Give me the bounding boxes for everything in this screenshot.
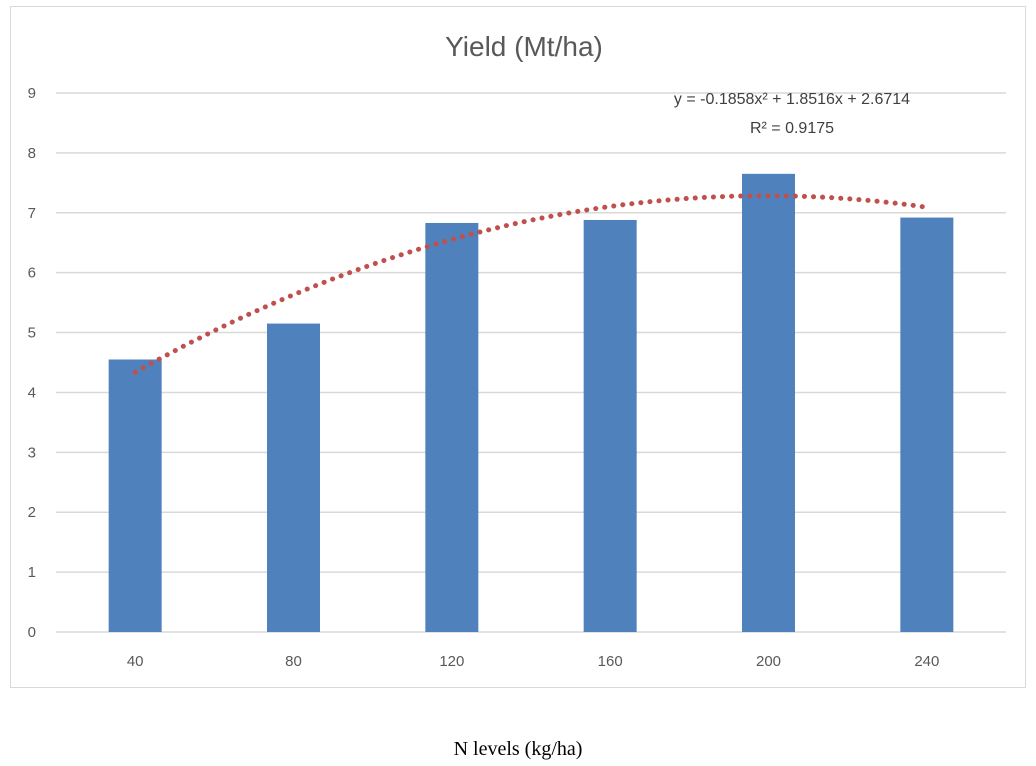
y-tick-label: 6 [28,265,36,282]
x-tick-label: 80 [285,653,302,670]
bar [742,173,795,632]
y-tick-label: 1 [28,564,36,581]
trendline-r2: R² = 0.9175 [750,120,834,137]
bar [108,359,162,632]
bar [583,219,637,632]
y-tick-label: 3 [28,444,36,461]
x-tick-label: 120 [439,653,464,670]
trendline-equation: y = -0.1858x² + 1.8516x + 2.6714 [674,91,910,108]
y-tick-label: 9 [28,85,36,102]
y-tick-label: 2 [28,504,36,521]
y-tick-label: 7 [28,205,36,222]
y-tick-label: 8 [28,145,36,162]
y-tick-label: 5 [28,325,36,342]
y-tick-label: 0 [28,624,36,641]
x-tick-label: 160 [598,653,623,670]
grid-layer [56,92,1006,633]
chart-svg: 0 1 2 3 4 5 6 7 8 9 40 80 120 160 200 240 Yield (Mt/ha)… [28,31,1006,670]
bar [425,222,479,632]
bar [267,323,320,632]
bar [900,217,954,632]
y-tick-label: 4 [28,384,36,401]
trend-layer [132,193,930,375]
labels-layer: 0 1 2 3 4 5 6 7 8 9 40 80 120 160 200 240 [28,85,940,670]
chart-frame [10,6,1026,688]
x-axis-label: N levels (kg/ha) [453,738,583,760]
x-tick-label: 200 [756,653,781,670]
chart-title: Yield (Mt/ha) [445,31,603,62]
x-tick-label: 40 [127,653,144,670]
bars-layer [108,173,954,632]
trendline [132,193,930,375]
x-tick-label: 240 [914,653,939,670]
